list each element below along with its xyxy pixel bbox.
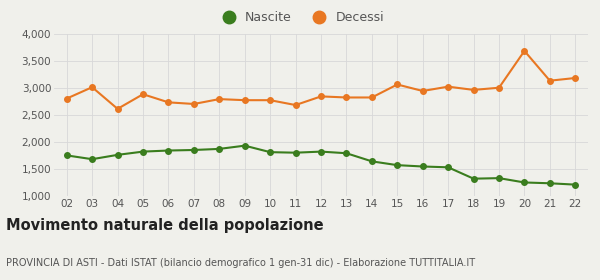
Nascite xyxy=(165,149,172,152)
Nascite xyxy=(419,165,427,168)
Nascite xyxy=(63,154,70,157)
Decessi xyxy=(114,107,121,111)
Nascite xyxy=(445,166,452,169)
Nascite xyxy=(215,147,223,151)
Decessi xyxy=(419,89,427,93)
Decessi xyxy=(394,83,401,86)
Decessi xyxy=(572,76,579,80)
Nascite xyxy=(292,151,299,154)
Decessi xyxy=(368,96,376,99)
Decessi xyxy=(139,93,146,96)
Decessi xyxy=(343,96,350,99)
Nascite xyxy=(139,150,146,153)
Nascite xyxy=(572,183,579,186)
Decessi xyxy=(546,79,553,82)
Nascite xyxy=(241,144,248,147)
Decessi xyxy=(496,86,503,89)
Line: Nascite: Nascite xyxy=(64,143,578,187)
Text: Movimento naturale della popolazione: Movimento naturale della popolazione xyxy=(6,218,323,234)
Decessi xyxy=(445,85,452,88)
Text: PROVINCIA DI ASTI - Dati ISTAT (bilancio demografico 1 gen-31 dic) - Elaborazion: PROVINCIA DI ASTI - Dati ISTAT (bilancio… xyxy=(6,258,475,268)
Decessi xyxy=(470,88,477,92)
Decessi xyxy=(241,99,248,102)
Nascite xyxy=(114,153,121,157)
Nascite xyxy=(546,182,553,185)
Nascite xyxy=(521,181,528,184)
Decessi xyxy=(89,85,96,89)
Decessi xyxy=(215,97,223,101)
Decessi xyxy=(292,103,299,107)
Nascite xyxy=(368,160,376,163)
Nascite xyxy=(190,148,197,152)
Decessi xyxy=(165,101,172,104)
Decessi xyxy=(317,95,325,98)
Legend: Nascite, Decessi: Nascite, Decessi xyxy=(211,6,389,29)
Nascite xyxy=(317,150,325,153)
Nascite xyxy=(266,150,274,154)
Nascite xyxy=(89,158,96,161)
Decessi xyxy=(63,97,70,100)
Decessi xyxy=(521,49,528,53)
Nascite xyxy=(470,177,477,180)
Decessi xyxy=(266,99,274,102)
Decessi xyxy=(190,102,197,106)
Nascite xyxy=(496,176,503,180)
Line: Decessi: Decessi xyxy=(64,48,578,112)
Nascite xyxy=(343,151,350,155)
Nascite xyxy=(394,164,401,167)
